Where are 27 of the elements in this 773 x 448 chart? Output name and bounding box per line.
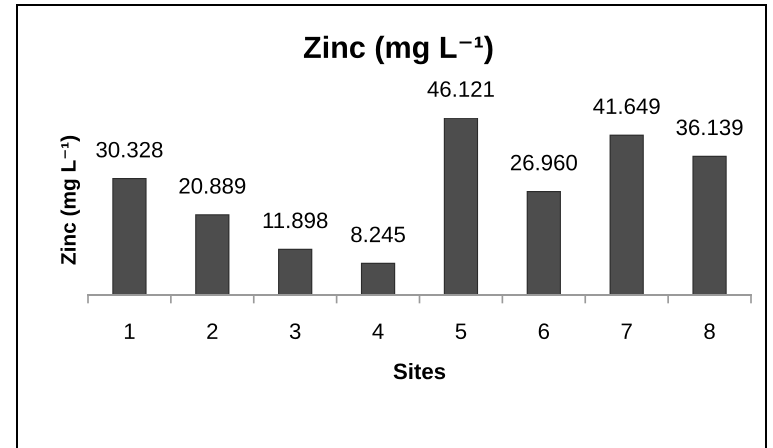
chart-title: Zinc (mg L⁻¹)	[304, 36, 492, 64]
data-label: 46.121	[427, 81, 494, 97]
bar	[692, 156, 727, 295]
bar	[195, 214, 230, 295]
data-label: 36.139	[676, 120, 742, 136]
bar	[278, 248, 312, 295]
data-label: 41.649	[593, 98, 660, 114]
data-label: 26.960	[510, 154, 577, 170]
bar	[526, 190, 561, 295]
bar	[112, 178, 147, 295]
bar	[610, 134, 644, 295]
x-tick-label: 8	[704, 323, 715, 340]
data-label: 30.328	[96, 142, 162, 158]
bar	[444, 118, 478, 295]
x-tick-label: 6	[538, 323, 550, 340]
data-label: 20.889	[179, 178, 246, 194]
y-axis-title: Zinc (mg L⁻¹)	[60, 136, 80, 264]
x-tick-label: 4	[372, 324, 384, 339]
data-label: 8.245	[351, 226, 405, 242]
x-tick-label: 7	[622, 324, 632, 339]
bar	[360, 262, 396, 295]
x-tick-label: 1	[124, 324, 135, 339]
x-tick-label: 5	[456, 324, 466, 340]
x-tick-label: 3	[290, 323, 300, 340]
data-label: 11.898	[264, 212, 328, 228]
x-axis-title: Sites	[394, 362, 446, 380]
x-tick-label: 2	[207, 323, 218, 339]
